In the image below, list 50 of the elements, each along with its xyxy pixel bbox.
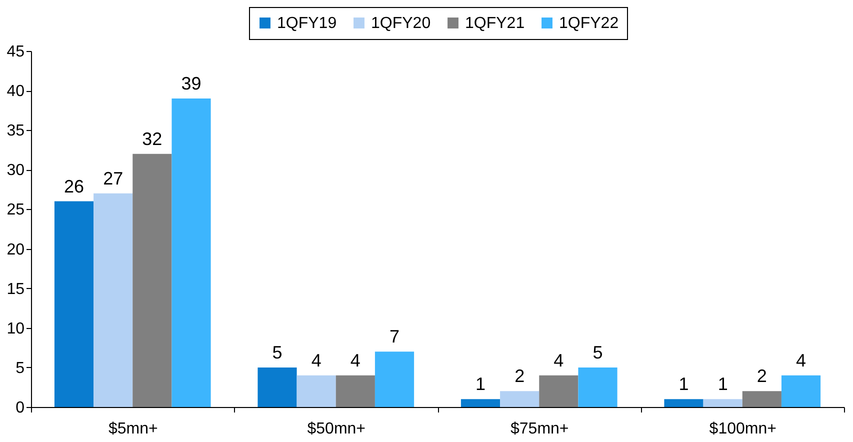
y-tick-label: 0 xyxy=(16,400,25,416)
bar xyxy=(258,367,297,407)
data-label: 5 xyxy=(592,342,603,362)
x-tick-label: $75mn+ xyxy=(510,420,569,438)
bar xyxy=(500,391,540,407)
data-label: 7 xyxy=(389,326,400,347)
legend-label: 1QFY19 xyxy=(277,15,337,32)
y-tick-label: 5 xyxy=(16,360,25,377)
data-label: 4 xyxy=(350,350,360,370)
y-tick-label: 40 xyxy=(6,83,25,100)
bar xyxy=(336,375,375,407)
data-label: 4 xyxy=(796,350,806,370)
x-tick-label: $50mn+ xyxy=(307,420,366,438)
data-label: 1 xyxy=(718,374,728,394)
data-label: 26 xyxy=(64,176,84,196)
bar xyxy=(781,375,821,407)
bar xyxy=(703,399,742,407)
x-tick-label: $100mn+ xyxy=(709,420,776,438)
bar xyxy=(664,399,704,407)
bar xyxy=(54,201,94,407)
data-label: 2 xyxy=(756,366,767,386)
y-tick-label: 45 xyxy=(6,44,25,60)
y-tick-label: 15 xyxy=(6,280,25,298)
y-tick-label: 25 xyxy=(6,202,25,219)
legend-label: 1QFY20 xyxy=(371,15,431,32)
data-label: 32 xyxy=(142,128,162,149)
data-label: 1 xyxy=(678,374,689,394)
data-label: 39 xyxy=(181,73,202,94)
bar xyxy=(94,193,133,407)
y-tick-label: 30 xyxy=(6,162,25,180)
bar xyxy=(460,399,500,407)
bar xyxy=(132,154,172,407)
bar xyxy=(539,375,578,407)
bar xyxy=(374,352,414,407)
data-label: 5 xyxy=(272,342,282,362)
bar xyxy=(578,367,618,407)
data-label: 1 xyxy=(475,374,486,394)
data-label: 2 xyxy=(514,366,525,386)
y-tick-label: 35 xyxy=(6,122,25,140)
bar xyxy=(172,98,211,407)
x-tick-label: $5mn+ xyxy=(108,420,158,438)
y-tick-label: 10 xyxy=(6,320,25,338)
data-label: 27 xyxy=(103,168,124,188)
legend-label: 1QFY22 xyxy=(559,15,619,32)
legend-label: 1QFY21 xyxy=(465,15,525,32)
bar xyxy=(742,391,782,407)
bar xyxy=(296,375,336,407)
data-label: 4 xyxy=(311,350,322,370)
y-tick-label: 20 xyxy=(6,241,25,258)
data-label: 4 xyxy=(554,350,564,370)
